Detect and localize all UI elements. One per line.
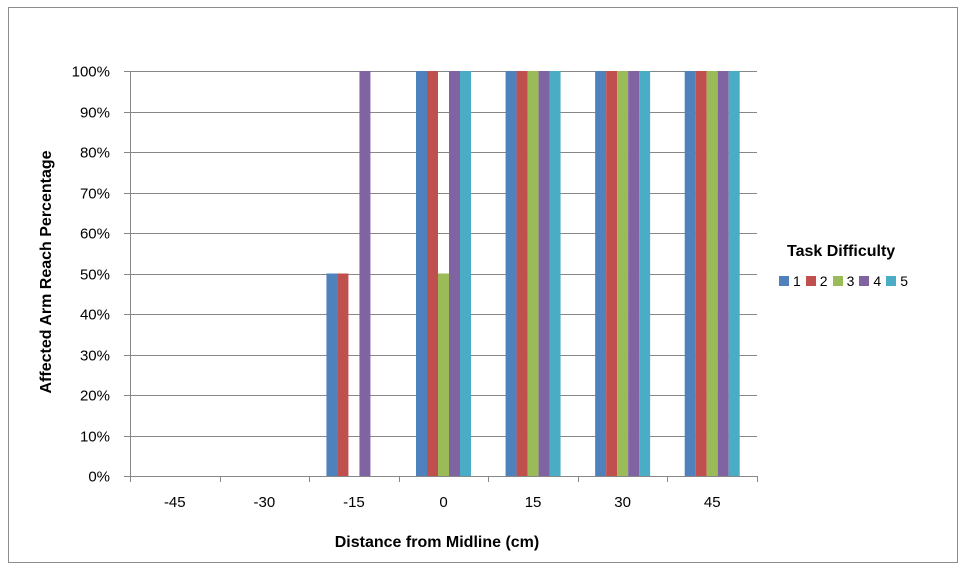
bar-series-2-0: [427, 71, 438, 476]
x-tick-labels: -45 -30 -15 0 15 30 45: [164, 494, 721, 511]
legend-label: 1: [793, 273, 801, 289]
y-tick-label: 80%: [80, 145, 110, 162]
legend-swatch: [859, 276, 870, 286]
bar-series-2--15: [337, 273, 349, 476]
axes: [124, 71, 758, 482]
bar-series-5-15: [549, 71, 561, 476]
bar-series-4-15: [538, 71, 550, 476]
bar-series-2-45: [695, 71, 707, 476]
x-tick-label: 0: [439, 494, 447, 511]
y-tick-label: 20%: [80, 388, 110, 405]
bar-series-2-15: [516, 71, 528, 476]
x-tick-label: 45: [704, 494, 721, 511]
x-tick-label: 30: [614, 494, 631, 511]
y-tick-label: 30%: [80, 348, 110, 365]
y-tick-label: 40%: [80, 307, 110, 324]
bar-series-3-30: [617, 71, 629, 476]
y-tick-label: 10%: [80, 429, 110, 446]
chart-frame: [8, 7, 958, 563]
legend-swatch: [779, 276, 789, 286]
legend-label: 5: [900, 273, 908, 289]
legend-label: 2: [819, 273, 828, 289]
bar-series-1-45: [684, 71, 696, 476]
bar-series-5-30: [639, 71, 651, 476]
bar-series-5-0: [460, 71, 471, 476]
legend-item-2: 2: [805, 273, 828, 289]
bar-series-2-30: [606, 71, 618, 476]
x-tick-label: -30: [254, 494, 276, 511]
legend-item-1: 1: [779, 273, 801, 289]
gridlines: [130, 71, 757, 437]
y-tick-labels: 0% 10% 20% 30% 40% 50% 60% 70% 80% 90% 100%: [72, 64, 110, 486]
legend-label: 4: [873, 273, 882, 289]
legend-swatch: [832, 276, 843, 286]
bar-series-1--15: [326, 273, 338, 476]
legend-swatch: [805, 276, 816, 286]
bar-series-4-0: [449, 71, 460, 476]
x-tick-label: -15: [343, 494, 365, 511]
y-tick-label: 50%: [80, 267, 110, 284]
x-tick-label: 15: [525, 494, 542, 511]
bar-series-1-15: [505, 71, 517, 476]
y-tick-label: 0%: [88, 469, 110, 486]
legend-title: Task Difficulty: [787, 243, 896, 260]
bar-series-4-45: [717, 71, 729, 476]
legend-item-5: 5: [886, 273, 908, 289]
legend-swatch: [886, 276, 897, 286]
bar-series-1-30: [595, 71, 607, 476]
y-tick-label: 70%: [80, 186, 110, 203]
legend-label: 3: [846, 273, 855, 289]
legend: Task Difficulty 1 2 3 4 5: [779, 243, 954, 289]
bar-series-1-0: [416, 71, 427, 476]
bar-series-3-0: [438, 273, 449, 476]
legend-items: 1 2 3 4 5: [779, 273, 954, 289]
y-tick-label: 60%: [80, 226, 110, 243]
legend-item-4: 4: [859, 273, 881, 289]
bar-series-5-45: [728, 71, 740, 476]
x-axis-title: Distance from Midline (cm): [335, 534, 539, 551]
legend-item-3: 3: [832, 273, 855, 289]
bar-series-4-30: [628, 71, 640, 476]
bar-series-4--15: [359, 71, 371, 476]
y-tick-label: 100%: [72, 64, 110, 81]
x-tick-label: -45: [164, 494, 186, 511]
y-axis-title: Affected Arm Reach Percentage: [38, 150, 55, 393]
y-tick-label: 90%: [80, 105, 110, 122]
bars: [326, 71, 740, 476]
bar-series-3-45: [706, 71, 718, 476]
bar-series-3-15: [527, 71, 539, 476]
